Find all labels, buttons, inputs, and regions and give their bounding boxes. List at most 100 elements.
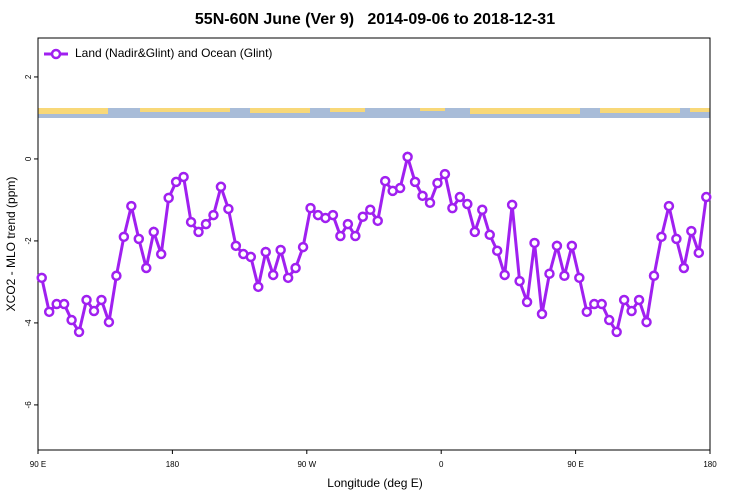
data-point <box>409 176 421 188</box>
x-tick-label: 90 E <box>30 460 46 469</box>
data-point <box>133 233 145 245</box>
data-point <box>350 230 361 242</box>
data-point <box>335 230 346 242</box>
data-point <box>618 294 630 306</box>
y-tick-label: 2 <box>24 74 33 79</box>
data-point <box>559 270 570 282</box>
data-point <box>155 248 167 260</box>
data-point <box>200 218 212 230</box>
data-point <box>678 262 690 274</box>
data-point <box>118 231 130 243</box>
data-point <box>260 246 271 258</box>
data-point <box>693 247 705 259</box>
data-point <box>379 175 391 187</box>
data-point <box>656 231 667 243</box>
x-tick-label: 0 <box>439 460 444 469</box>
data-point <box>671 233 682 245</box>
data-point <box>297 241 309 253</box>
data-point <box>394 182 406 194</box>
data-point <box>701 191 712 203</box>
x-tick-label: 180 <box>703 460 717 469</box>
data-point <box>230 240 242 252</box>
data-point <box>290 262 301 274</box>
data-point <box>357 211 369 222</box>
data-point <box>521 296 533 308</box>
data-point <box>178 171 189 183</box>
data-point <box>193 226 204 238</box>
y-tick-label: -6 <box>24 401 33 409</box>
data-point <box>96 294 107 306</box>
data-point <box>506 199 518 211</box>
data-point <box>484 229 495 241</box>
data-point <box>544 268 555 279</box>
data-point <box>126 200 137 212</box>
data-point <box>267 269 279 281</box>
data-point <box>424 197 436 209</box>
data-point <box>342 218 354 230</box>
legend-marker <box>50 48 62 60</box>
data-point <box>641 316 652 328</box>
data-point <box>663 200 675 212</box>
data-point <box>253 281 264 293</box>
data-point <box>58 298 70 310</box>
x-axis-label: Longitude (deg E) <box>327 476 422 490</box>
y-tick-label: -2 <box>24 237 33 245</box>
data-point <box>141 262 152 274</box>
data-point <box>111 270 122 282</box>
data-point <box>603 314 615 326</box>
data-point <box>402 151 413 163</box>
data-point <box>462 198 473 210</box>
data-point <box>185 216 197 228</box>
data-point <box>103 316 115 328</box>
data-point <box>163 192 174 204</box>
data-point <box>536 308 548 320</box>
data-point <box>305 202 316 214</box>
y-axis-label: XCO2 - MLO trend (ppm) <box>4 177 18 312</box>
data-point <box>372 215 383 227</box>
data-point <box>148 226 159 238</box>
data-point <box>648 270 660 282</box>
data-point <box>73 326 85 338</box>
data-point <box>417 190 428 202</box>
plot-frame <box>37 37 711 451</box>
data-point <box>469 226 481 238</box>
data-point <box>626 305 637 317</box>
y-tick-label: -4 <box>24 319 33 327</box>
data-point <box>223 203 234 215</box>
data-point <box>499 269 510 281</box>
data-point <box>611 326 622 338</box>
data-point <box>574 272 585 284</box>
data-point <box>529 237 540 249</box>
data-point <box>170 176 182 188</box>
data-point <box>439 168 451 180</box>
data-point <box>454 191 466 203</box>
x-tick-label: 90 W <box>297 460 316 469</box>
data-point <box>88 305 100 317</box>
y-tick-label: 0 <box>24 156 33 161</box>
data-point <box>215 181 227 193</box>
data-point <box>81 294 92 306</box>
data-point <box>365 204 376 216</box>
data-point <box>551 240 563 252</box>
data-point <box>566 240 578 252</box>
map-strip <box>38 108 710 118</box>
data-point <box>491 245 503 257</box>
data-point <box>432 177 443 189</box>
data-point <box>514 275 525 287</box>
data-point <box>477 204 488 216</box>
data-point <box>208 209 219 221</box>
x-tick-label: 180 <box>166 460 180 469</box>
data-point <box>36 272 47 284</box>
data-point <box>66 314 77 326</box>
data-point <box>581 306 593 318</box>
data-point <box>275 244 286 256</box>
legend-label: Land (Nadir&Glint) and Ocean (Glint) <box>75 46 272 60</box>
data-point <box>596 298 607 310</box>
data-point <box>633 294 645 306</box>
data-point <box>686 225 697 237</box>
data-point <box>327 209 339 221</box>
data-point <box>43 306 55 318</box>
data-point <box>447 202 458 214</box>
x-tick-label: 90 E <box>567 460 583 469</box>
